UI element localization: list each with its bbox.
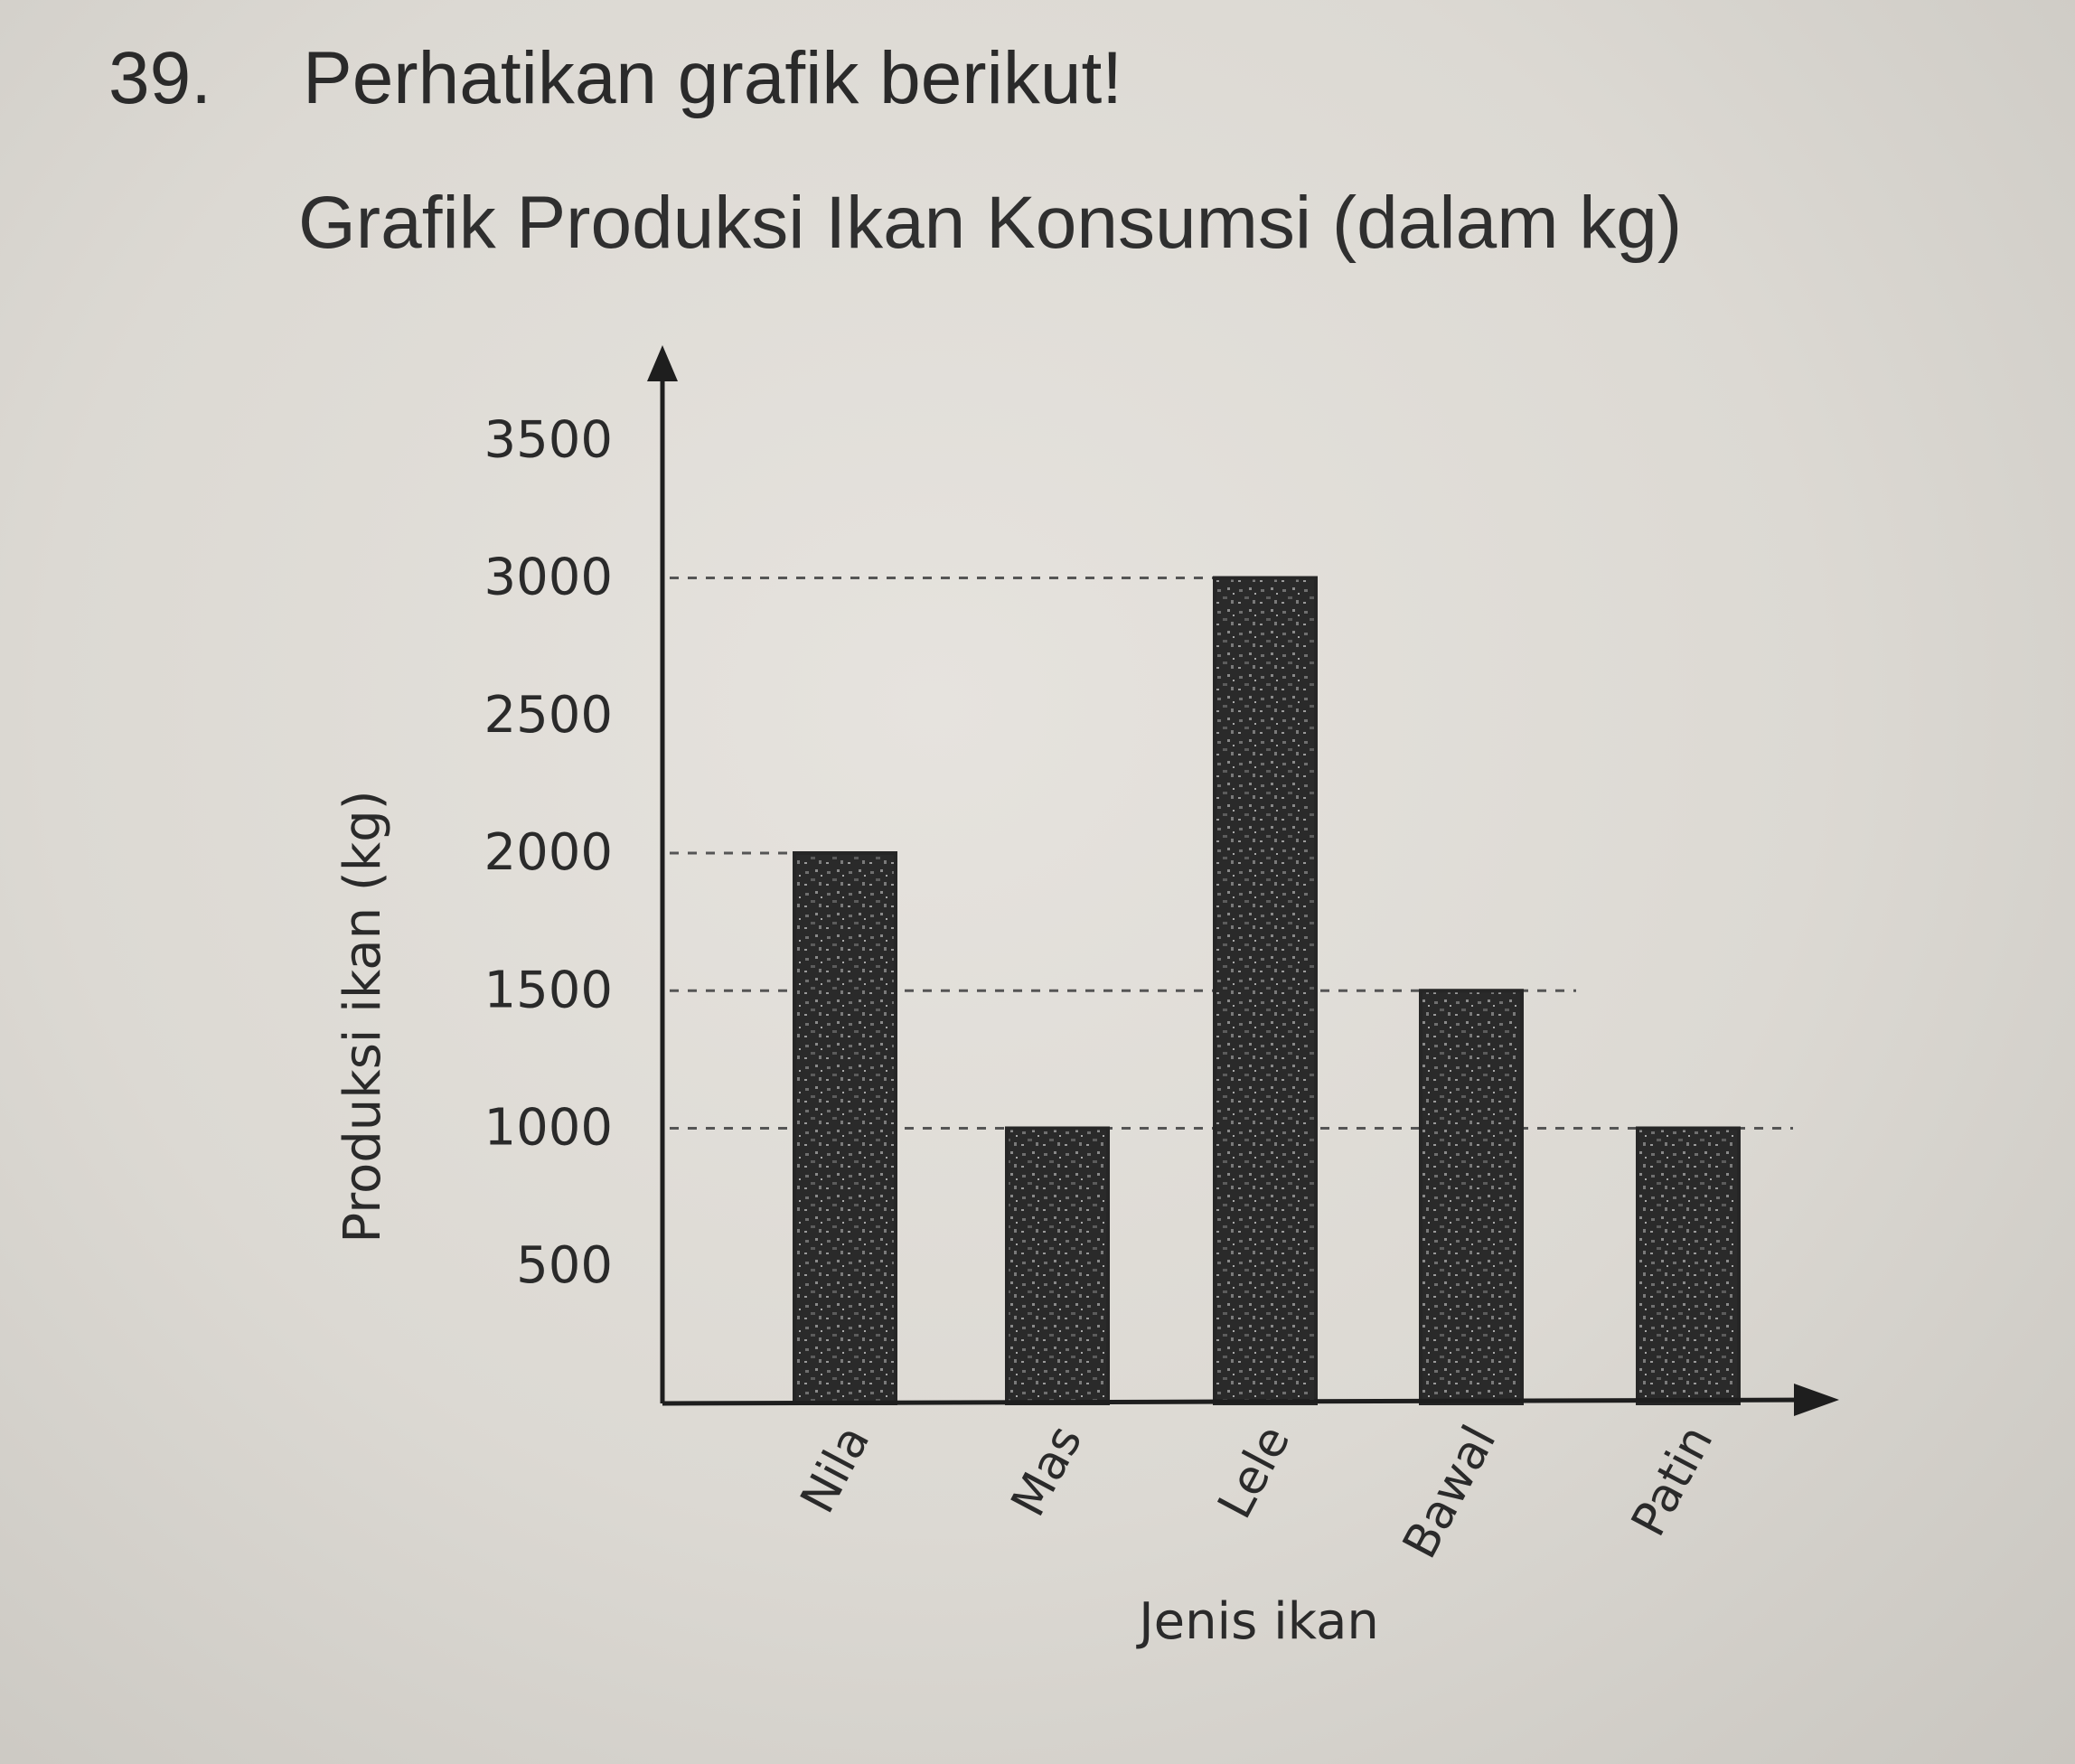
- bar-bawal: [1419, 989, 1524, 1405]
- category-label-nila: Nila: [791, 1417, 881, 1522]
- y-tick-label: 2500: [484, 686, 613, 745]
- y-tick-label: 2000: [484, 823, 613, 882]
- y-tick-label: 3000: [484, 549, 613, 607]
- y-tick-label: 1000: [484, 1099, 613, 1158]
- axes: [647, 345, 1839, 1416]
- x-axis: [662, 1397, 1822, 1406]
- x-axis-arrow-icon: [1794, 1384, 1839, 1416]
- bar-lele: [1213, 576, 1318, 1405]
- y-tick-labels: 500 1000 1500 2000 2500 3000 3500: [484, 410, 613, 1295]
- bars: [793, 576, 1741, 1405]
- question: 39. Perhatikan grafik berikut!: [108, 36, 1122, 121]
- category-label-bawal: Bawal: [1393, 1417, 1507, 1567]
- bar-nila: [793, 851, 897, 1405]
- category-label-mas: Mas: [1001, 1417, 1094, 1525]
- y-axis-title: Produksi ikan (kg): [333, 790, 392, 1243]
- bar-mas: [1005, 1126, 1110, 1405]
- y-tick-label: 1500: [484, 961, 613, 1019]
- y-tick-label: 500: [516, 1236, 613, 1295]
- y-tick-label: 3500: [484, 410, 613, 469]
- question-number: 39.: [108, 37, 211, 119]
- x-axis-title: Jenis ikan: [1136, 1592, 1379, 1651]
- chart-title: Grafik Produksi Ikan Konsumsi (dalam kg): [298, 182, 1683, 264]
- question-text: Perhatikan grafik berikut!: [303, 37, 1123, 119]
- category-label-patin: Patin: [1621, 1417, 1723, 1545]
- x-category-labels: Nila Mas Lele Bawal Patin: [791, 1417, 1724, 1567]
- bar-patin: [1636, 1126, 1741, 1405]
- category-label-lele: Lele: [1208, 1417, 1301, 1527]
- y-axis-arrow-icon: [647, 345, 678, 381]
